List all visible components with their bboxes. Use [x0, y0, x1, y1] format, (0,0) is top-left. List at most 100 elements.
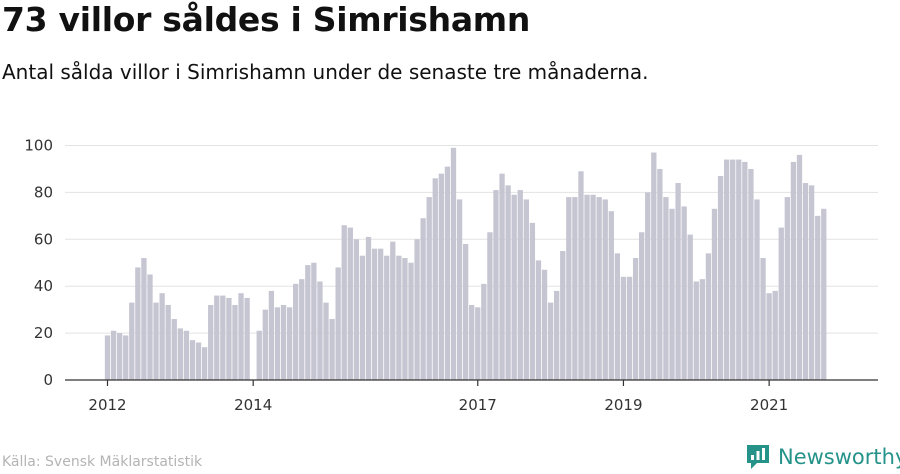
bar — [123, 335, 129, 380]
bar — [487, 232, 493, 380]
bar — [408, 262, 414, 380]
bar — [153, 302, 159, 380]
bar — [396, 255, 402, 380]
bar — [541, 269, 548, 380]
bar — [578, 171, 584, 380]
bar — [129, 302, 135, 380]
bar — [717, 175, 724, 380]
bar — [687, 234, 693, 380]
bar — [699, 279, 706, 380]
bar — [444, 166, 451, 380]
page-subtitle: Antal sålda villor i Simrishamn under de… — [2, 60, 649, 84]
bar — [238, 293, 244, 380]
bar — [371, 248, 378, 380]
bar — [639, 232, 645, 380]
bar — [760, 258, 766, 380]
bar — [614, 253, 621, 380]
bar — [341, 225, 347, 380]
bar — [772, 290, 778, 380]
bar — [590, 194, 596, 380]
page-title: 73 villor såldes i Simrishamn — [2, 0, 531, 39]
bar — [766, 293, 772, 380]
bar — [305, 265, 311, 380]
bar — [183, 330, 190, 380]
bar — [268, 290, 275, 380]
bar — [778, 227, 784, 380]
bar — [208, 304, 214, 380]
bar — [438, 173, 444, 380]
bar — [171, 319, 177, 380]
source-note: Källa: Svensk Mäklarstatistik — [2, 454, 203, 470]
bar — [511, 194, 517, 380]
bar — [730, 159, 736, 380]
y-tick-label: 80 — [34, 183, 53, 201]
bar — [748, 168, 754, 380]
bar — [311, 262, 317, 380]
bar — [669, 208, 675, 380]
bar — [365, 236, 372, 380]
brand: Newsworthy — [745, 440, 900, 474]
bar — [596, 197, 602, 380]
bar — [189, 340, 196, 380]
bar — [432, 178, 438, 380]
bar — [274, 307, 281, 380]
bar — [135, 267, 141, 380]
bar — [329, 319, 335, 380]
bar — [711, 208, 718, 380]
y-tick-label: 40 — [34, 277, 53, 295]
x-tick-label: 2012 — [88, 396, 126, 414]
bar — [226, 297, 232, 380]
bar — [159, 293, 165, 380]
x-tick-label: 2014 — [234, 396, 272, 414]
x-tick-label: 2021 — [750, 396, 788, 414]
bar — [784, 197, 790, 380]
bar — [426, 197, 432, 380]
bar — [626, 276, 633, 380]
bar — [201, 347, 208, 380]
bar — [384, 255, 390, 380]
bar — [657, 168, 663, 380]
bar — [620, 276, 627, 380]
bar — [293, 283, 299, 380]
bar — [645, 192, 651, 380]
bar — [286, 307, 293, 380]
bar — [195, 342, 202, 380]
bar — [214, 295, 220, 380]
newsworthy-logo-icon — [747, 445, 769, 469]
bar — [681, 206, 687, 380]
bar — [462, 243, 469, 380]
bars — [104, 147, 827, 380]
bar — [675, 183, 681, 380]
bar — [256, 330, 262, 380]
bar — [104, 335, 111, 380]
axes — [65, 379, 878, 386]
bar — [796, 154, 803, 380]
bar — [529, 222, 536, 380]
bar — [165, 304, 171, 380]
bar — [414, 239, 420, 380]
bar — [802, 183, 809, 380]
bar — [584, 194, 590, 380]
brand-name: Newsworthy — [778, 445, 900, 469]
bar — [469, 304, 475, 380]
bar — [808, 185, 815, 380]
bar — [821, 208, 827, 380]
bar — [602, 199, 608, 380]
y-tick-label: 60 — [34, 230, 53, 248]
bar — [736, 159, 742, 380]
bar — [353, 239, 360, 380]
x-tick-label: 2019 — [604, 396, 642, 414]
bar — [456, 199, 463, 380]
bar — [723, 159, 730, 380]
bar — [141, 258, 147, 380]
bar — [116, 333, 123, 380]
bar — [742, 161, 748, 380]
bar — [347, 227, 353, 380]
bar — [754, 199, 760, 380]
bar — [572, 197, 578, 380]
bar — [815, 215, 821, 380]
bar — [177, 328, 183, 380]
bar — [402, 258, 408, 380]
bar — [110, 330, 117, 380]
bar — [262, 309, 268, 380]
